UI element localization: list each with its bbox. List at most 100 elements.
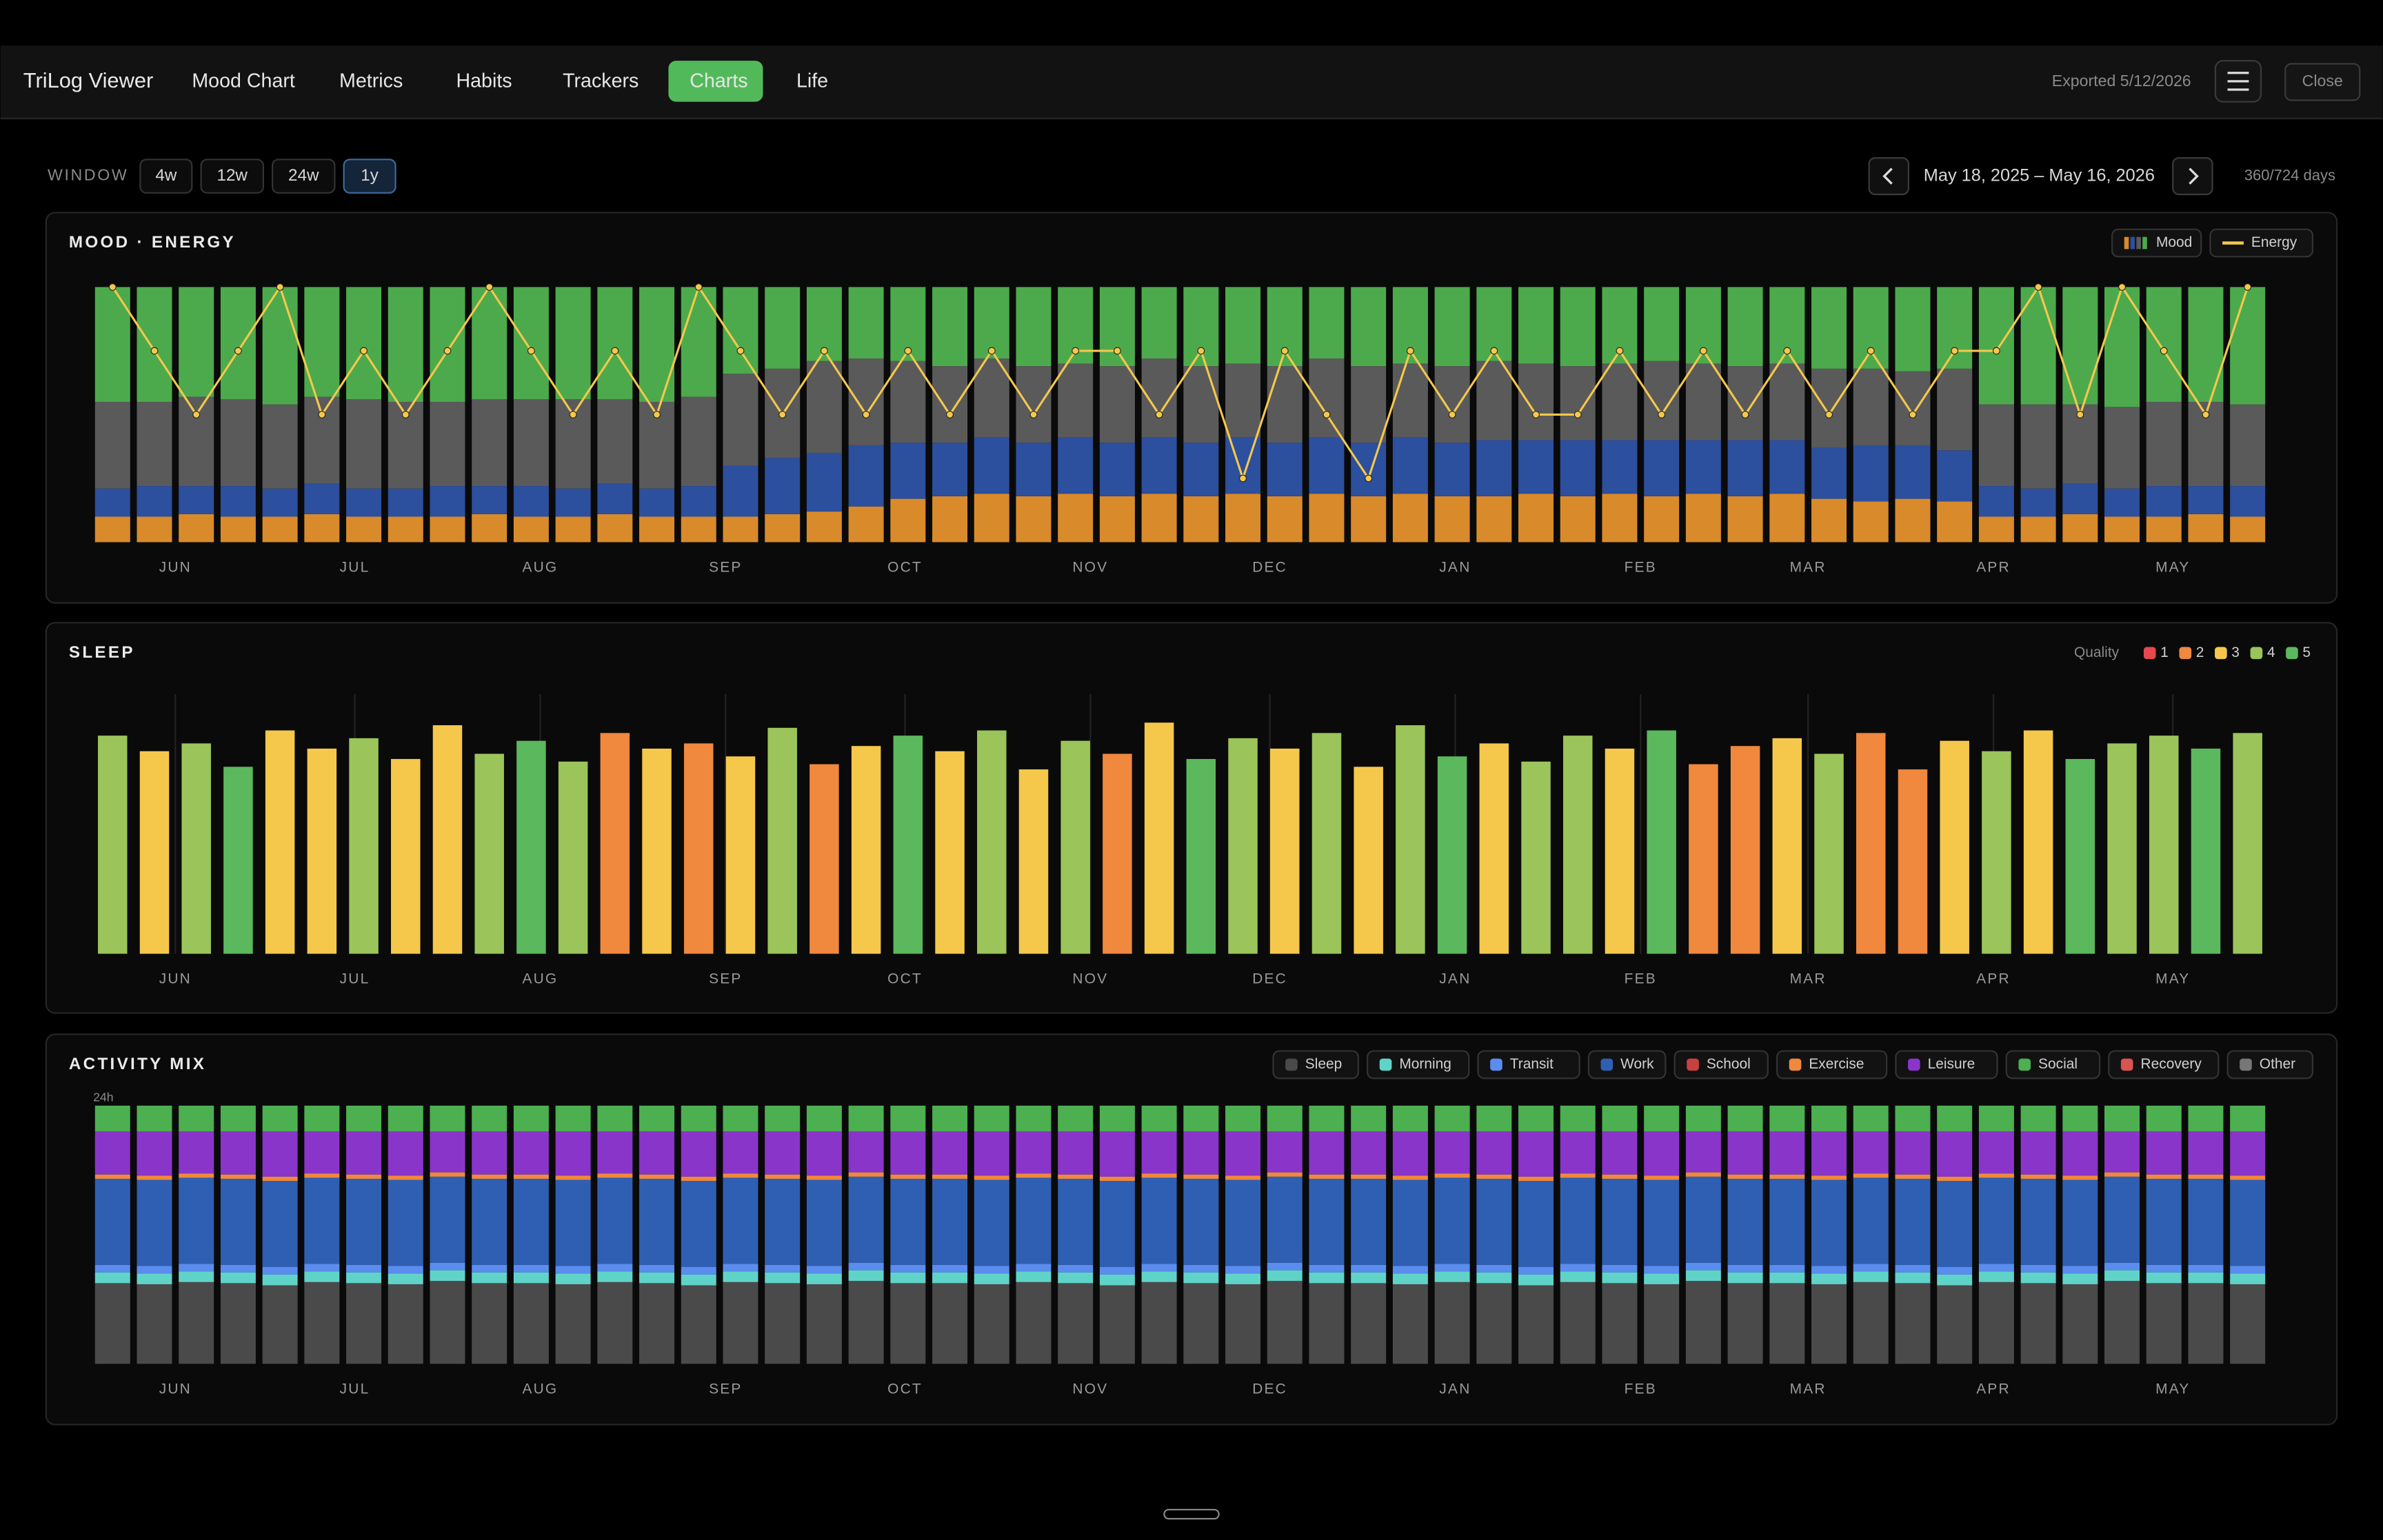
legend-label: Work — [1620, 1056, 1654, 1072]
mood-segment — [1853, 501, 1889, 543]
window-label[interactable]: 12w — [217, 166, 248, 185]
energy-point — [1573, 411, 1582, 418]
menu-button[interactable] — [2214, 60, 2262, 103]
window-label[interactable]: 4w — [155, 166, 177, 185]
activity-segment — [1644, 1273, 1680, 1284]
window-label[interactable]: 1y — [361, 166, 379, 185]
energy-point — [653, 411, 661, 418]
mood-segment — [1769, 440, 1805, 494]
activity-segment — [1351, 1264, 1387, 1273]
mood-segment — [179, 287, 214, 397]
activity-segment — [94, 1272, 130, 1284]
window-button[interactable] — [343, 159, 396, 194]
activity-segment — [1351, 1131, 1387, 1175]
activity-segment — [639, 1283, 675, 1364]
activity-segment — [1685, 1176, 1721, 1263]
activity-segment — [1853, 1131, 1889, 1174]
x-tick-label: FEB — [1625, 971, 1657, 987]
activity-segment — [1016, 1173, 1052, 1178]
activity-segment — [1895, 1174, 1931, 1179]
activity-segment — [1141, 1177, 1177, 1264]
window-button[interactable] — [139, 159, 193, 194]
activity-segment — [681, 1285, 716, 1364]
mood-segment — [388, 488, 423, 517]
activity-segment — [1476, 1174, 1512, 1179]
activity-segment — [1058, 1105, 1094, 1132]
mood-segment — [932, 366, 968, 443]
activity-segment — [304, 1271, 340, 1282]
activity-segment — [1225, 1179, 1261, 1266]
x-tick-label: AUG — [522, 1381, 558, 1397]
mood-segment — [2104, 407, 2140, 489]
sleep-bar — [1605, 748, 1635, 954]
activity-segment — [1141, 1105, 1177, 1132]
nav-tab[interactable]: Metrics — [339, 70, 403, 92]
activity-segment — [1811, 1179, 1847, 1266]
mood-segment — [472, 514, 507, 543]
energy-point — [2034, 283, 2042, 291]
activity-segment — [1978, 1271, 2014, 1282]
energy-point — [1197, 347, 1205, 355]
activity-segment — [555, 1179, 591, 1266]
mood-segment — [848, 506, 884, 543]
activity-segment — [137, 1179, 172, 1266]
nav-tab[interactable]: Trackers — [563, 70, 639, 92]
activity-segment — [1937, 1285, 1973, 1364]
activity-segment — [220, 1174, 256, 1179]
sleep-bar — [2107, 743, 2137, 954]
nav-tab[interactable]: Mood Chart — [192, 70, 295, 92]
legend-swatch — [2240, 1058, 2252, 1071]
mood-segment — [220, 287, 256, 400]
activity-segment — [555, 1175, 591, 1180]
sleep-bar — [349, 738, 379, 954]
sleep-bar — [391, 759, 421, 954]
activity-segment — [723, 1105, 758, 1132]
activity-segment — [1811, 1273, 1847, 1284]
activity-segment — [1560, 1264, 1596, 1272]
energy-point — [736, 347, 745, 355]
mood-segment — [1978, 516, 2014, 543]
next-button[interactable] — [2172, 157, 2213, 196]
sleep-bar — [725, 756, 756, 954]
energy-point — [1951, 347, 1959, 355]
mood-segment — [1895, 498, 1931, 543]
sleep-bar — [1186, 759, 1216, 954]
nav-tab[interactable]: Habits — [456, 70, 512, 92]
activity-segment — [2146, 1179, 2182, 1265]
energy-point — [1490, 347, 1498, 355]
energy-point — [1616, 347, 1624, 355]
activity-segment — [639, 1131, 675, 1175]
close-button[interactable] — [2284, 63, 2361, 101]
activity-segment — [2020, 1174, 2056, 1179]
sleep-bar — [977, 730, 1007, 954]
energy-point — [1280, 347, 1289, 355]
activity-segment — [1518, 1176, 1554, 1182]
activity-segment — [430, 1262, 465, 1270]
activity-segment — [806, 1284, 842, 1364]
activity-segment — [1895, 1131, 1931, 1175]
activity-segment — [765, 1272, 801, 1284]
mood-segment — [848, 358, 884, 445]
activity-segment — [1225, 1266, 1261, 1274]
close-label[interactable]: Close — [2302, 72, 2343, 90]
activity-segment — [1978, 1105, 2014, 1132]
window-button[interactable] — [271, 159, 336, 194]
active-tab-bg[interactable] — [668, 61, 763, 102]
prev-button[interactable] — [1868, 157, 1909, 196]
activity-segment — [220, 1264, 256, 1273]
activity-segment — [1811, 1284, 1847, 1364]
window-button[interactable] — [200, 159, 264, 194]
mood-segment — [765, 514, 801, 543]
activity-segment — [262, 1181, 298, 1267]
activity-segment — [1058, 1264, 1094, 1273]
mood-segment — [2230, 486, 2266, 517]
window-label[interactable]: 24w — [288, 166, 319, 185]
nav-tab[interactable]: Charts — [690, 70, 747, 92]
activity-segment — [430, 1105, 465, 1132]
nav-tab[interactable]: Life — [796, 70, 828, 92]
legend-swatch — [2143, 647, 2156, 660]
mood-segment — [2062, 483, 2098, 514]
mood-segment — [1267, 443, 1303, 496]
activity-segment — [848, 1176, 884, 1263]
